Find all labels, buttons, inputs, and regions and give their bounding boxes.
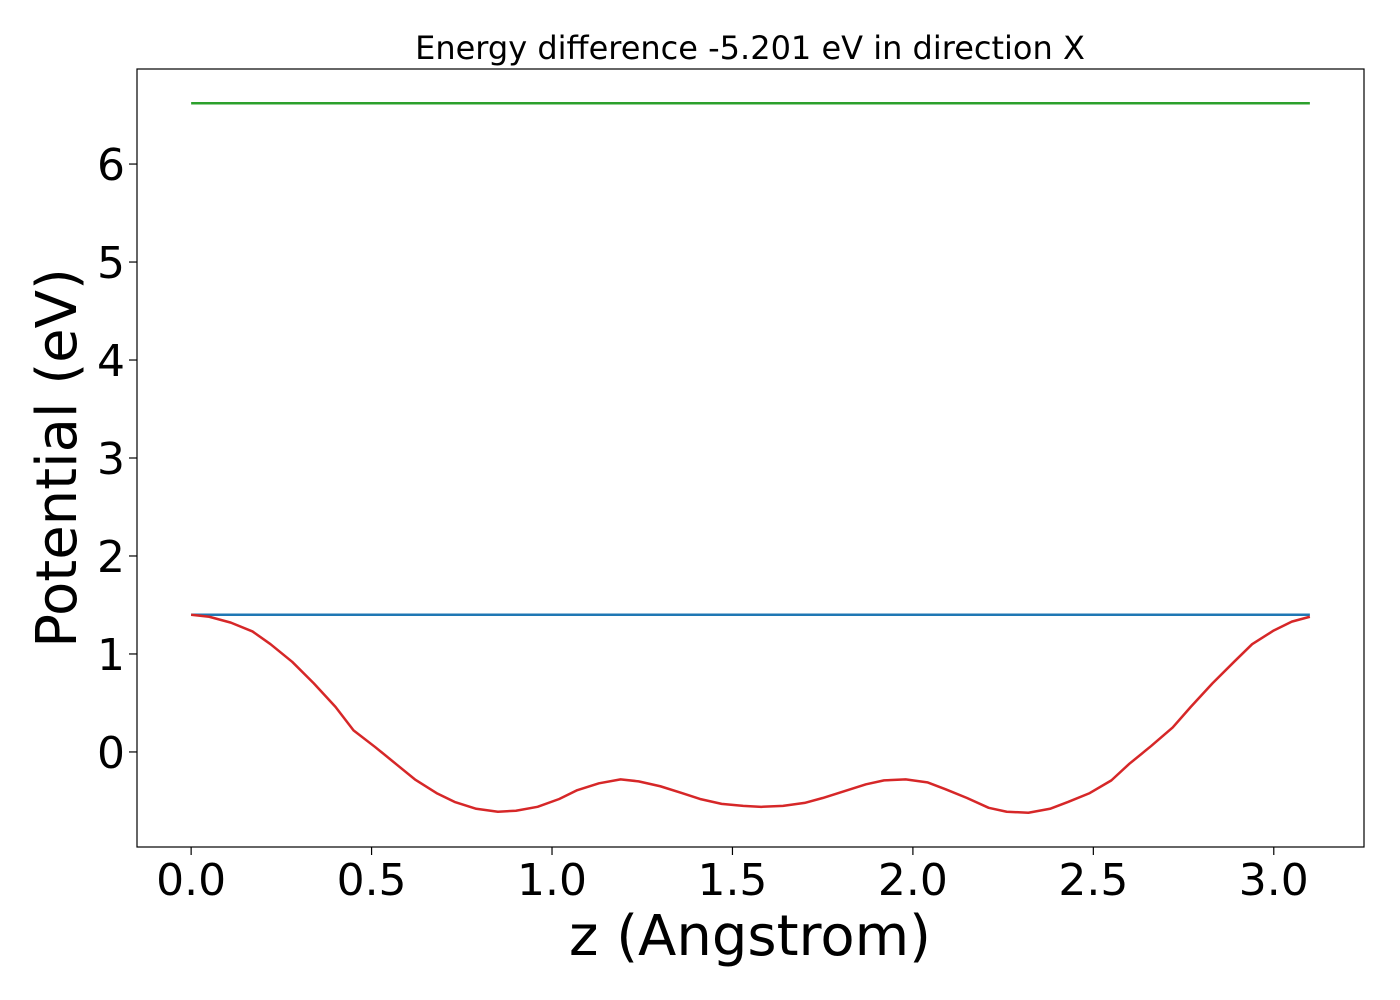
y-tick-label-1: 1 — [97, 630, 125, 681]
y-tick-label-2: 2 — [97, 532, 125, 583]
y-tick-label-6: 6 — [97, 140, 125, 191]
y-tick-label-3: 3 — [97, 434, 125, 485]
series-line-2 — [190, 613, 1311, 814]
x-tick-label-3: 1.5 — [697, 855, 767, 906]
y-tick-label-4: 4 — [97, 336, 125, 387]
x-tick-label-4: 2.0 — [878, 855, 948, 906]
x-tick-label-6: 3.0 — [1239, 855, 1309, 906]
y-tick-label-0: 0 — [97, 728, 125, 779]
chart-title: Energy difference -5.201 eV in direction… — [415, 29, 1085, 67]
y-axis-label: Potential (eV) — [25, 268, 90, 648]
x-tick-label-0: 0.0 — [156, 855, 226, 906]
x-tick-label-2: 1.0 — [517, 855, 587, 906]
x-tick-label-1: 0.5 — [337, 855, 407, 906]
x-tick-label-5: 2.5 — [1058, 855, 1128, 906]
y-tick-label-5: 5 — [97, 238, 125, 289]
x-axis-label: z (Angstrom) — [569, 904, 931, 969]
plot-area: 0.0 0.5 1.0 1.5 2.0 2.5 3.0 0 1 2 3 4 5 6 — [97, 68, 1365, 906]
